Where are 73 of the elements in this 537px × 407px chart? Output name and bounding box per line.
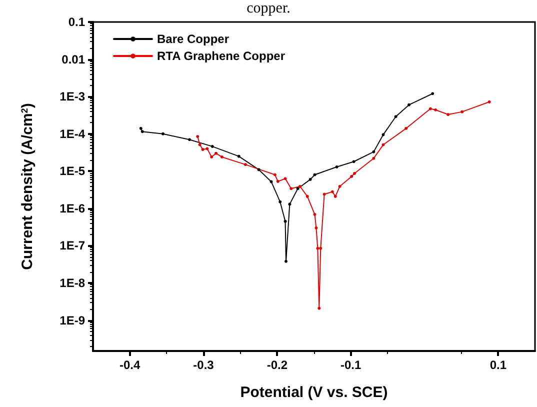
legend-label: Bare Copper: [157, 32, 230, 46]
y-tick-label: 1E-8: [60, 276, 86, 290]
line-series: [196, 100, 491, 310]
point: [319, 246, 322, 250]
point: [210, 155, 214, 158]
point: [372, 156, 376, 160]
point: [431, 92, 434, 96]
point: [139, 126, 142, 130]
x-axis-title: Potential (V vs. SCE): [240, 384, 388, 401]
y-tick-label: 0.01: [62, 52, 86, 66]
point: [353, 172, 356, 175]
point: [372, 150, 376, 154]
point: [290, 187, 293, 190]
point: [313, 173, 316, 176]
point: [278, 200, 282, 204]
y-tick-label: 1E-4: [60, 126, 86, 141]
point: [210, 144, 214, 148]
point: [237, 154, 240, 158]
point: [338, 184, 342, 188]
x-tick-label: -0.2: [266, 358, 288, 372]
point: [335, 165, 338, 168]
y-tick-label: 1E-6: [60, 201, 86, 216]
point: [161, 132, 164, 136]
y-tick-label: 0.1: [68, 15, 86, 29]
point: [244, 163, 247, 166]
point: [382, 143, 385, 146]
point: [330, 190, 334, 194]
point: [298, 184, 302, 188]
point: [288, 202, 292, 206]
point: [434, 108, 438, 112]
point: [284, 220, 287, 223]
x-tick-label: -0.4: [119, 358, 140, 372]
point: [394, 115, 398, 118]
point: [314, 226, 318, 230]
point: [276, 180, 280, 183]
point: [488, 100, 491, 104]
point: [257, 168, 260, 172]
x-tick-label: -0.1: [340, 358, 362, 372]
x-tick-label: 0.1: [490, 358, 507, 372]
point: [273, 173, 276, 176]
point: [188, 138, 192, 142]
point: [313, 212, 316, 216]
y-tick-label: 1E-3: [60, 90, 86, 104]
legend-label: RTA Graphene Copper: [157, 49, 286, 63]
point: [308, 178, 312, 181]
point: [460, 110, 464, 114]
point: [334, 194, 337, 198]
text: copper.: [246, 0, 290, 16]
point: [206, 147, 209, 150]
point: [284, 260, 288, 263]
x-tick-label: -0.3: [193, 358, 214, 372]
y-tick-label: 1E-7: [60, 238, 86, 253]
point: [322, 192, 326, 196]
point: [408, 103, 411, 106]
line-series: [139, 92, 434, 263]
point: [284, 177, 287, 180]
point: [350, 174, 354, 178]
point: [352, 160, 356, 164]
point: [404, 126, 408, 130]
point: [220, 155, 224, 158]
point: [140, 130, 144, 134]
point: [214, 152, 218, 155]
point: [316, 246, 320, 250]
point: [296, 187, 300, 190]
point: [201, 148, 204, 152]
y-axis-title: Current density (A/cm2): [19, 103, 36, 270]
point: [270, 180, 273, 184]
y-tick-label: 1E-9: [60, 313, 86, 328]
point: [428, 107, 432, 110]
point: [196, 134, 200, 138]
point: [198, 143, 202, 146]
point: [306, 194, 309, 198]
y-tick-label: 1E-5: [60, 164, 86, 178]
